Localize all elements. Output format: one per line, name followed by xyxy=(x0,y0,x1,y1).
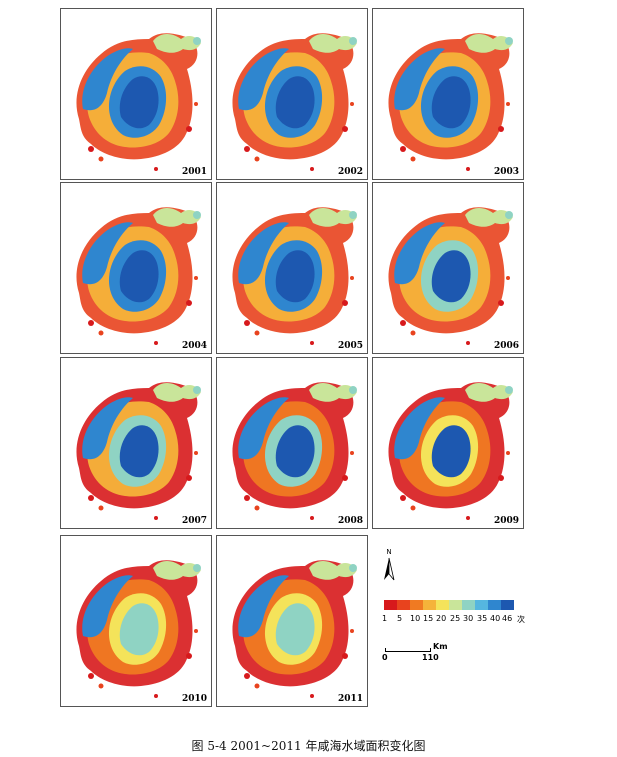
lake-map xyxy=(76,207,201,345)
map-panel-2009: 2009 xyxy=(372,357,524,529)
ramp-swatch xyxy=(475,600,488,610)
scale-unit: Km xyxy=(433,642,448,651)
panel-year-label: 2002 xyxy=(337,167,363,177)
legend-tick-label: 1 xyxy=(382,614,388,623)
ramp-swatch xyxy=(397,600,410,610)
map-panel-2002: 2002 xyxy=(216,8,368,180)
legend-tick-label: 次 xyxy=(517,615,525,624)
ramp-swatch xyxy=(501,600,514,610)
legend-tick-label: 46 xyxy=(502,614,513,623)
map-panel-2006: 2006 xyxy=(372,182,524,354)
legend-tick-label: 25 xyxy=(450,614,461,623)
legend-tick-label: 20 xyxy=(436,614,447,623)
map-panel-2005: 2005 xyxy=(216,182,368,354)
scale-bar: Km 0 110 xyxy=(382,642,452,664)
ramp-swatch xyxy=(384,600,397,610)
map-panel-2011: 2011 xyxy=(216,535,368,707)
panel-year-label: 2004 xyxy=(181,341,207,351)
lake-map xyxy=(76,33,201,171)
legend-tick-label: 5 xyxy=(397,614,403,623)
figure-caption: 图 5-4 2001~2011 年咸海水域面积变化图 xyxy=(191,739,426,753)
legend-ticks: 1 5 10 15 20 25 30 35 40 46 次 xyxy=(380,614,550,626)
panel-year-label: 2003 xyxy=(493,167,519,177)
lake-map xyxy=(76,560,201,698)
legend-tick-label: 10 xyxy=(410,614,421,623)
panel-year-label: 2008 xyxy=(337,516,363,526)
lake-map xyxy=(388,33,513,171)
ramp-swatch xyxy=(410,600,423,610)
panel-year-label: 2011 xyxy=(337,694,363,704)
map-panel-2010: 2010 xyxy=(60,535,212,707)
ramp-swatch xyxy=(449,600,462,610)
ramp-swatch xyxy=(423,600,436,610)
legend-tick-label: 35 xyxy=(477,614,488,623)
legend-tick-label: 30 xyxy=(463,614,474,623)
map-panel-2008: 2008 xyxy=(216,357,368,529)
map-panel-2004: 2004 xyxy=(60,182,212,354)
north-label: N xyxy=(386,548,392,556)
ramp-swatch xyxy=(436,600,449,610)
north-arrow: N xyxy=(382,548,402,584)
panel-year-label: 2007 xyxy=(181,516,207,526)
color-ramp xyxy=(384,600,514,610)
ramp-swatch xyxy=(488,600,501,610)
map-panel-2003: 2003 xyxy=(372,8,524,180)
legend-tick-label: 15 xyxy=(423,614,434,623)
lake-map xyxy=(76,382,201,520)
lake-map xyxy=(232,207,357,345)
lake-map xyxy=(388,207,513,345)
legend-tick-label: 40 xyxy=(490,614,501,623)
scale-bar-line xyxy=(385,648,431,652)
panel-year-label: 2010 xyxy=(181,694,207,704)
lake-map xyxy=(232,382,357,520)
ramp-swatch xyxy=(462,600,475,610)
panel-year-label: 2009 xyxy=(493,516,519,526)
lake-map xyxy=(388,382,513,520)
lake-map xyxy=(232,560,357,698)
panel-year-label: 2005 xyxy=(337,341,363,351)
panel-year-label: 2006 xyxy=(493,341,519,351)
panel-year-label: 2001 xyxy=(181,167,207,177)
scale-max: 110 xyxy=(422,653,439,662)
scale-zero: 0 xyxy=(382,653,388,662)
north-arrow-icon xyxy=(384,557,395,581)
map-panel-2001: 2001 xyxy=(60,8,212,180)
lake-map xyxy=(232,33,357,171)
map-panel-2007: 2007 xyxy=(60,357,212,529)
